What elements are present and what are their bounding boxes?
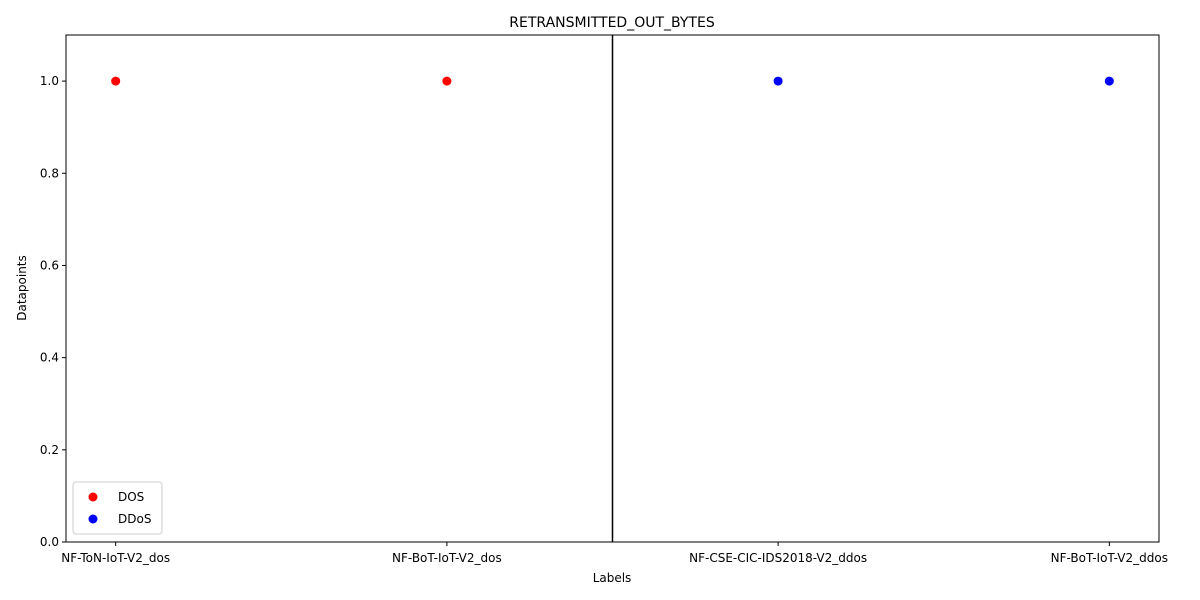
legend-marker	[88, 492, 98, 502]
legend: DOS DDoS	[72, 481, 163, 535]
y-tick-label: 0.0	[40, 535, 59, 549]
y-tick-label: 0.2	[40, 443, 59, 457]
x-axis-label: Labels	[593, 571, 632, 585]
data-point-dos	[442, 76, 452, 86]
x-tick-label: NF-BoT-IoT-V2_dos	[392, 551, 502, 565]
y-axis-label: Datapoints	[15, 255, 29, 321]
y-tick-label: 1.0	[40, 74, 59, 88]
y-axis: 0.0 0.2 0.4 0.6 0.8 1.0	[40, 74, 66, 549]
data-point-ddos	[773, 76, 783, 86]
data-point-ddos	[1104, 76, 1114, 86]
legend-label: DDoS	[118, 512, 151, 526]
legend-marker	[88, 514, 98, 524]
x-tick-label: NF-ToN-IoT-V2_dos	[61, 551, 170, 565]
y-tick-label: 0.4	[40, 351, 59, 365]
chart-title: RETRANSMITTED_OUT_BYTES	[509, 15, 715, 31]
data-point-dos	[111, 76, 121, 86]
data-points	[111, 76, 1114, 86]
x-tick-label: NF-CSE-CIC-IDS2018-V2_ddos	[689, 551, 867, 565]
x-tick-label: NF-BoT-IoT-V2_ddos	[1051, 551, 1168, 565]
legend-label: DOS	[118, 490, 144, 504]
x-axis: NF-ToN-IoT-V2_dos NF-BoT-IoT-V2_dos NF-CSE…	[61, 542, 1168, 565]
y-tick-label: 0.6	[40, 258, 59, 272]
y-tick-label: 0.8	[40, 166, 59, 180]
